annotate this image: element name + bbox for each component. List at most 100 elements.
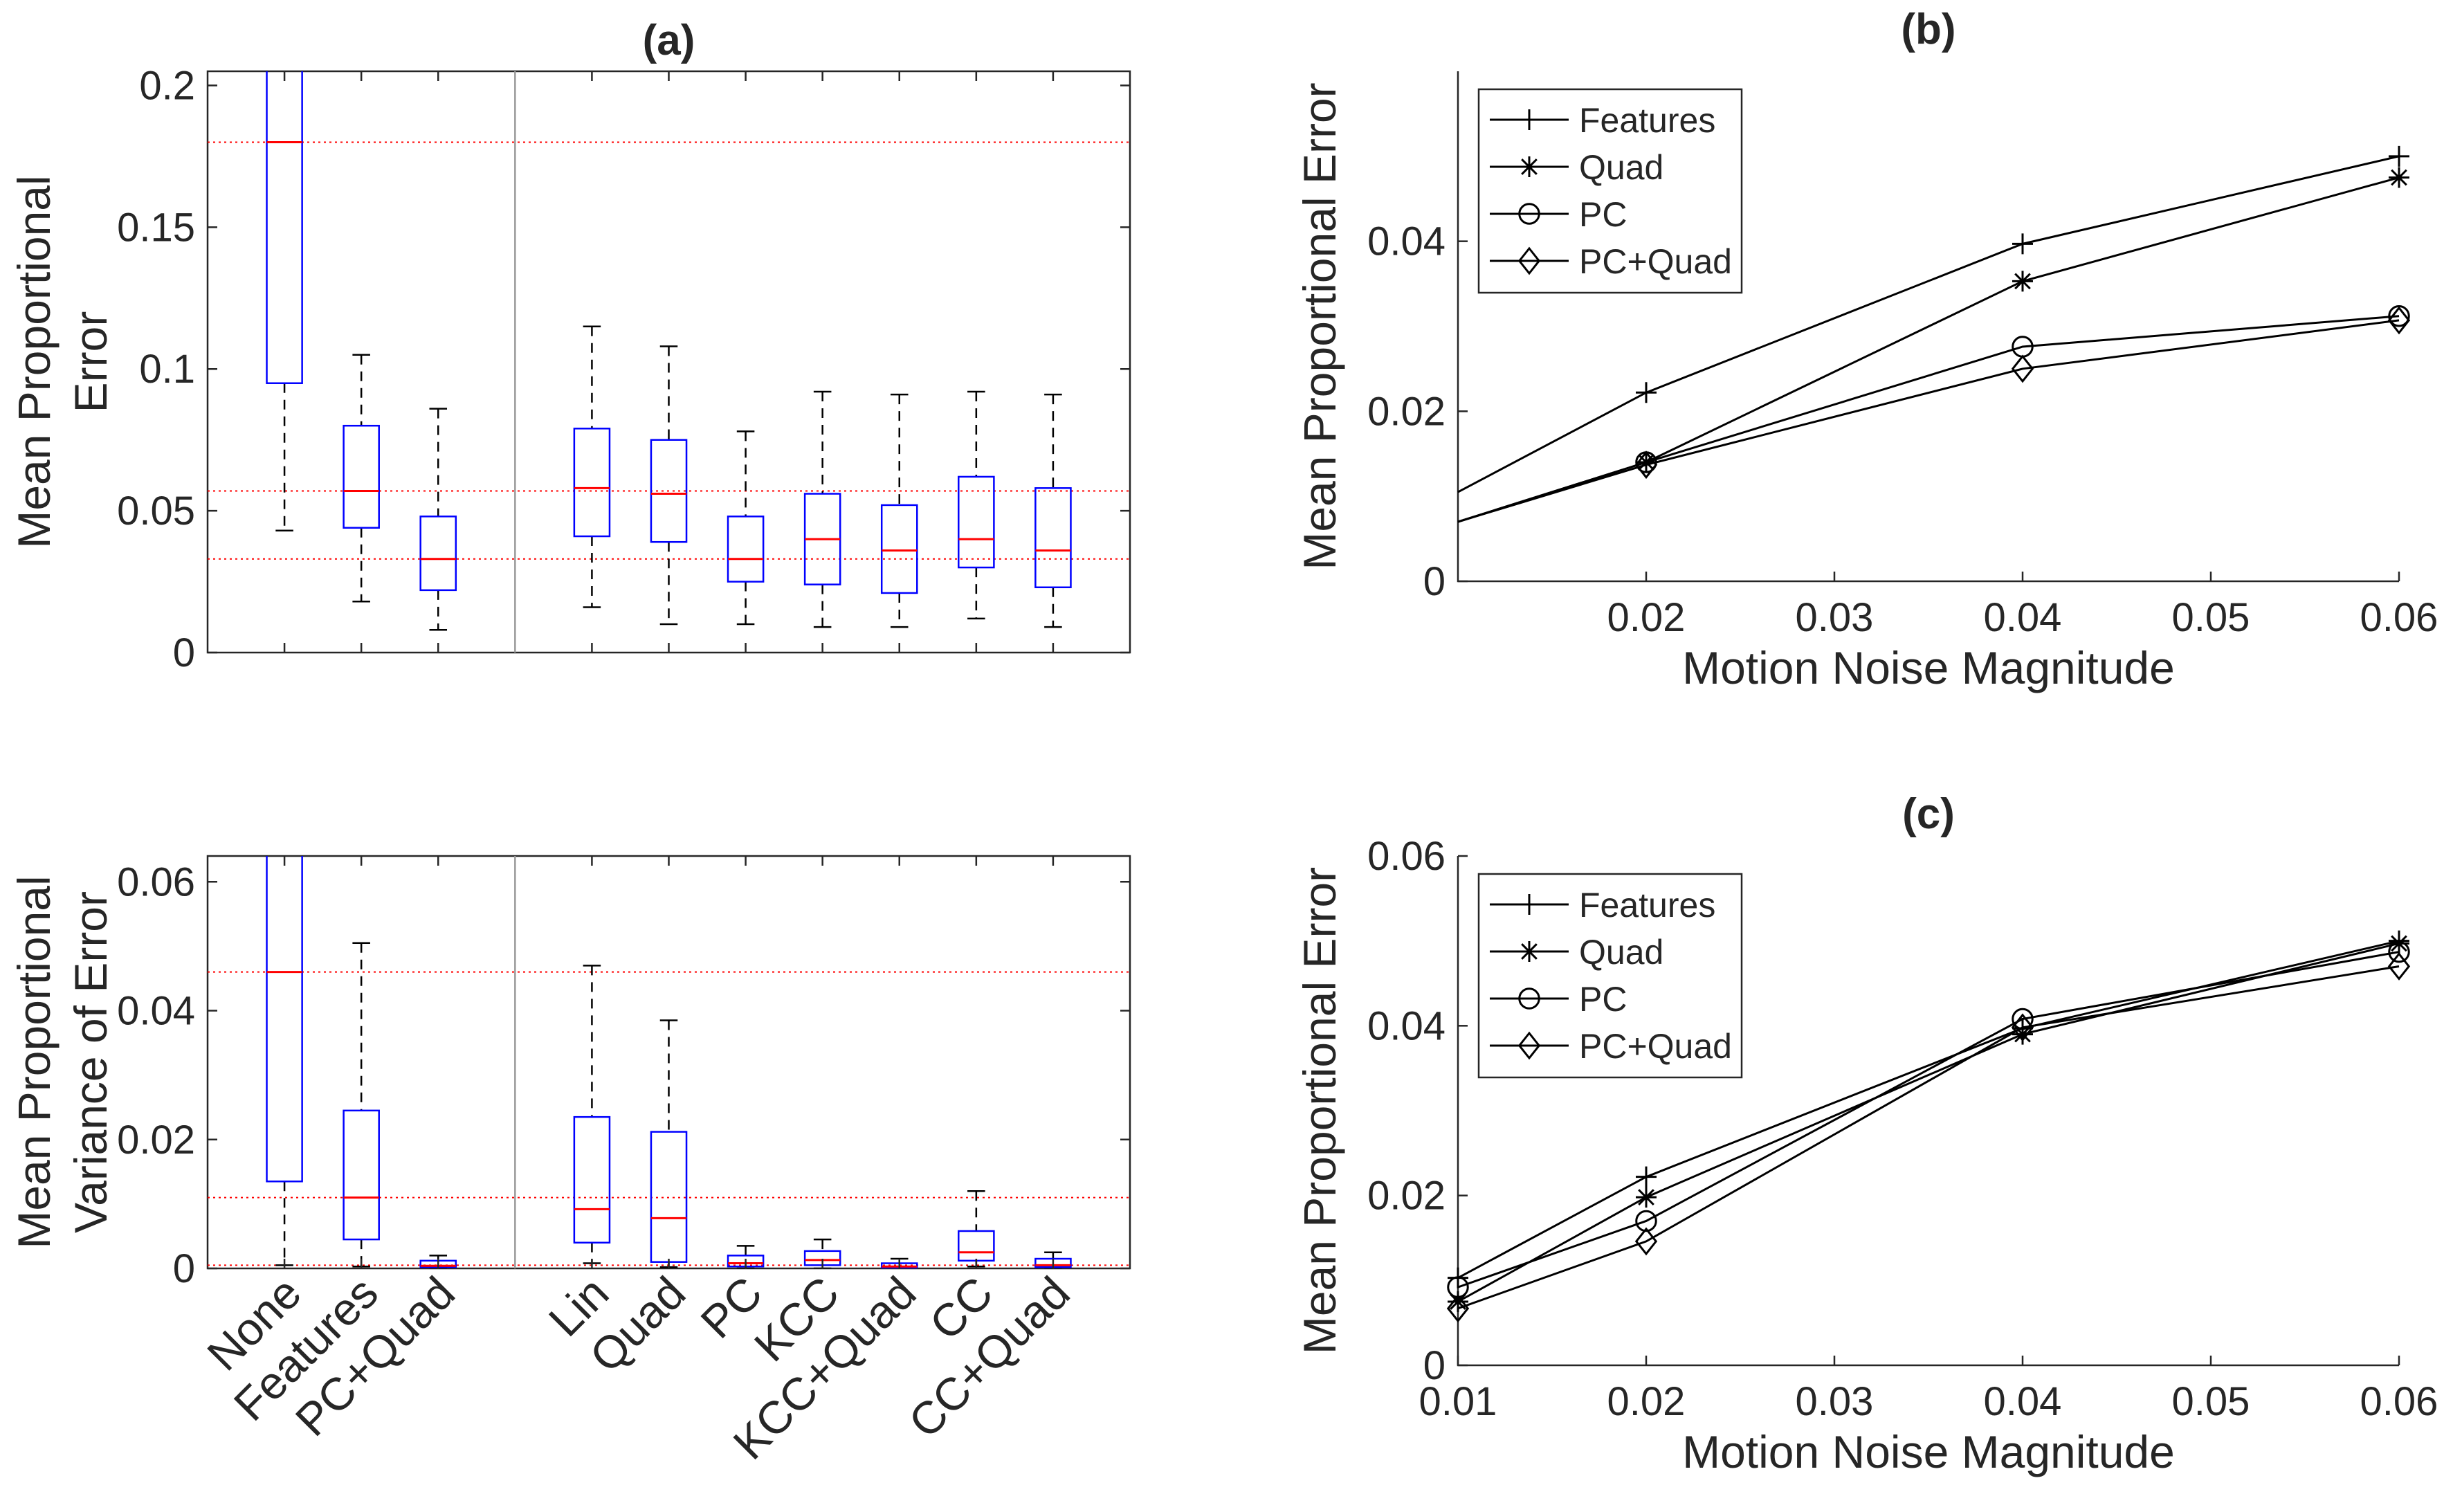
series-line (1457, 965, 2400, 1310)
series-marker (1636, 1187, 1657, 1208)
legend-label: PC+Quad (1579, 242, 1732, 281)
legend-entry-features: Features (1490, 886, 1715, 924)
box-iqr (880, 504, 918, 594)
series-pc (1457, 305, 2410, 523)
x-tick-label: 0.03 (1796, 1379, 1874, 1424)
y-tick-label: 0.04 (1367, 219, 1446, 264)
box-kcc (803, 390, 841, 628)
legend-entry-quad: Quad (1490, 148, 1663, 187)
y-axis-label-line-0: Mean Proportional (8, 175, 60, 548)
x-tick-label: 0.01 (1419, 1379, 1497, 1424)
box-iqr (650, 439, 688, 543)
series-pc (1447, 940, 2410, 1298)
x-tick-label: 0.03 (1796, 595, 1874, 640)
series-marker (1636, 382, 1657, 403)
box-iqr (343, 1109, 380, 1241)
series-features (1457, 145, 2409, 493)
legend-marker (1517, 1031, 1541, 1060)
y-tick-label: 0.04 (1367, 1003, 1446, 1048)
series-marker (2012, 233, 2033, 255)
legend-entry-features: Features (1490, 101, 1715, 140)
box-iqr (573, 1115, 611, 1244)
y-tick-label: 0.15 (117, 205, 195, 250)
legend-marker (1519, 941, 1540, 962)
y-tick-label: 0.2 (139, 63, 195, 108)
legend-label: Features (1579, 101, 1715, 140)
series-marker (2388, 940, 2410, 963)
panel-title: (a) (643, 17, 695, 64)
box-kcc-quad (880, 393, 918, 628)
panel-title: (b) (1901, 6, 1955, 53)
legend-marker (1519, 894, 1540, 915)
legend-label: Quad (1579, 933, 1663, 972)
series-marker (2011, 354, 2034, 383)
series-marker (2012, 1023, 2033, 1045)
legend-marker (1519, 156, 1540, 177)
legend-entry-pc-quad: PC+Quad (1490, 1027, 1732, 1066)
y-axis-label: Mean Proportional Error (1294, 867, 1345, 1354)
y-axis-label-line-1: Error (65, 311, 116, 413)
series-marker (1446, 1294, 1470, 1323)
box-pc-quad (419, 408, 457, 631)
series-marker (1636, 1166, 1657, 1187)
series-marker (2387, 952, 2411, 981)
box-cc-quad (1034, 393, 1072, 628)
box-iqr (1034, 487, 1072, 589)
series-pc-quad (1446, 952, 2411, 1323)
x-tick-label: 0.05 (2172, 1379, 2250, 1424)
legend: Features Quad PC PC+Quad (1477, 873, 1743, 1079)
series-line (1457, 951, 2400, 1288)
series-pc-quad (1457, 306, 2411, 523)
legend-marker (1519, 109, 1540, 130)
legend-entry-pc: PC (1490, 195, 1627, 234)
series-marker (2012, 1008, 2034, 1030)
legend-marker (1518, 987, 1540, 1010)
series-line (1457, 942, 2400, 1303)
series-line (1457, 155, 2400, 493)
legend-label: Features (1579, 886, 1715, 924)
y-axis-label: Mean Proportional Error (1294, 82, 1345, 570)
y-axis-label-line-0: Mean Proportional (8, 875, 60, 1248)
box-iqr (419, 516, 457, 592)
y-tick-label: 0 (173, 630, 195, 675)
x-tick-label: 0.05 (2172, 595, 2250, 640)
box-features (343, 354, 380, 603)
y-tick-label: 0.05 (117, 489, 195, 534)
boxplot-panel-a-top: 0 0.05 0.1 0.15 0.2 Mean Proportional Error (a) (8, 17, 1131, 675)
legend-label: PC (1579, 980, 1627, 1019)
y-tick-label: 0.1 (139, 347, 195, 392)
legend-entry-pc: PC (1490, 980, 1627, 1019)
box-cc (958, 390, 995, 620)
x-tick-label: 0.02 (1607, 595, 1686, 640)
series-marker (2387, 306, 2411, 335)
box-iqr (958, 475, 995, 569)
y-tick-label: 0.02 (1367, 1174, 1446, 1219)
legend-box (1477, 88, 1743, 294)
box-quad (650, 345, 688, 626)
line-panel-b: 0 0.02 0.04 0.02 0.03 0.04 0.05 0.06 Features Qua… (1294, 6, 2438, 693)
legend-label: Quad (1579, 148, 1663, 187)
box-iqr (573, 428, 611, 538)
y-tick-label: 0.06 (1367, 834, 1446, 879)
box-iqr (266, 71, 303, 384)
y-tick-label: 0.02 (1367, 389, 1446, 434)
box-none (266, 856, 303, 1266)
x-tick-label: 0.04 (1984, 1379, 2062, 1424)
line-panel-c: 0 0.02 0.04 0.06 0.01 0.02 0.03 0.04 0.05 0.06 Fea… (1294, 790, 2438, 1477)
series-marker (2012, 271, 2033, 292)
x-axis-label: Motion Noise Magnitude (1682, 642, 2175, 693)
y-tick-label: 0 (1423, 1343, 1446, 1388)
legend: Features Quad PC PC+Quad (1477, 88, 1743, 294)
series-line (1457, 319, 2400, 523)
series-marker (1448, 1291, 1468, 1312)
series-line (1457, 315, 2400, 523)
x-tick-label: 0.02 (1607, 1379, 1686, 1424)
box-pc (727, 430, 765, 626)
box-iqr (727, 516, 765, 583)
legend-entry-pc-quad: PC+Quad (1490, 242, 1732, 281)
series-marker (2011, 1013, 2034, 1042)
x-tick-label: 0.06 (2360, 595, 2438, 640)
legend-marker (1518, 203, 1540, 225)
